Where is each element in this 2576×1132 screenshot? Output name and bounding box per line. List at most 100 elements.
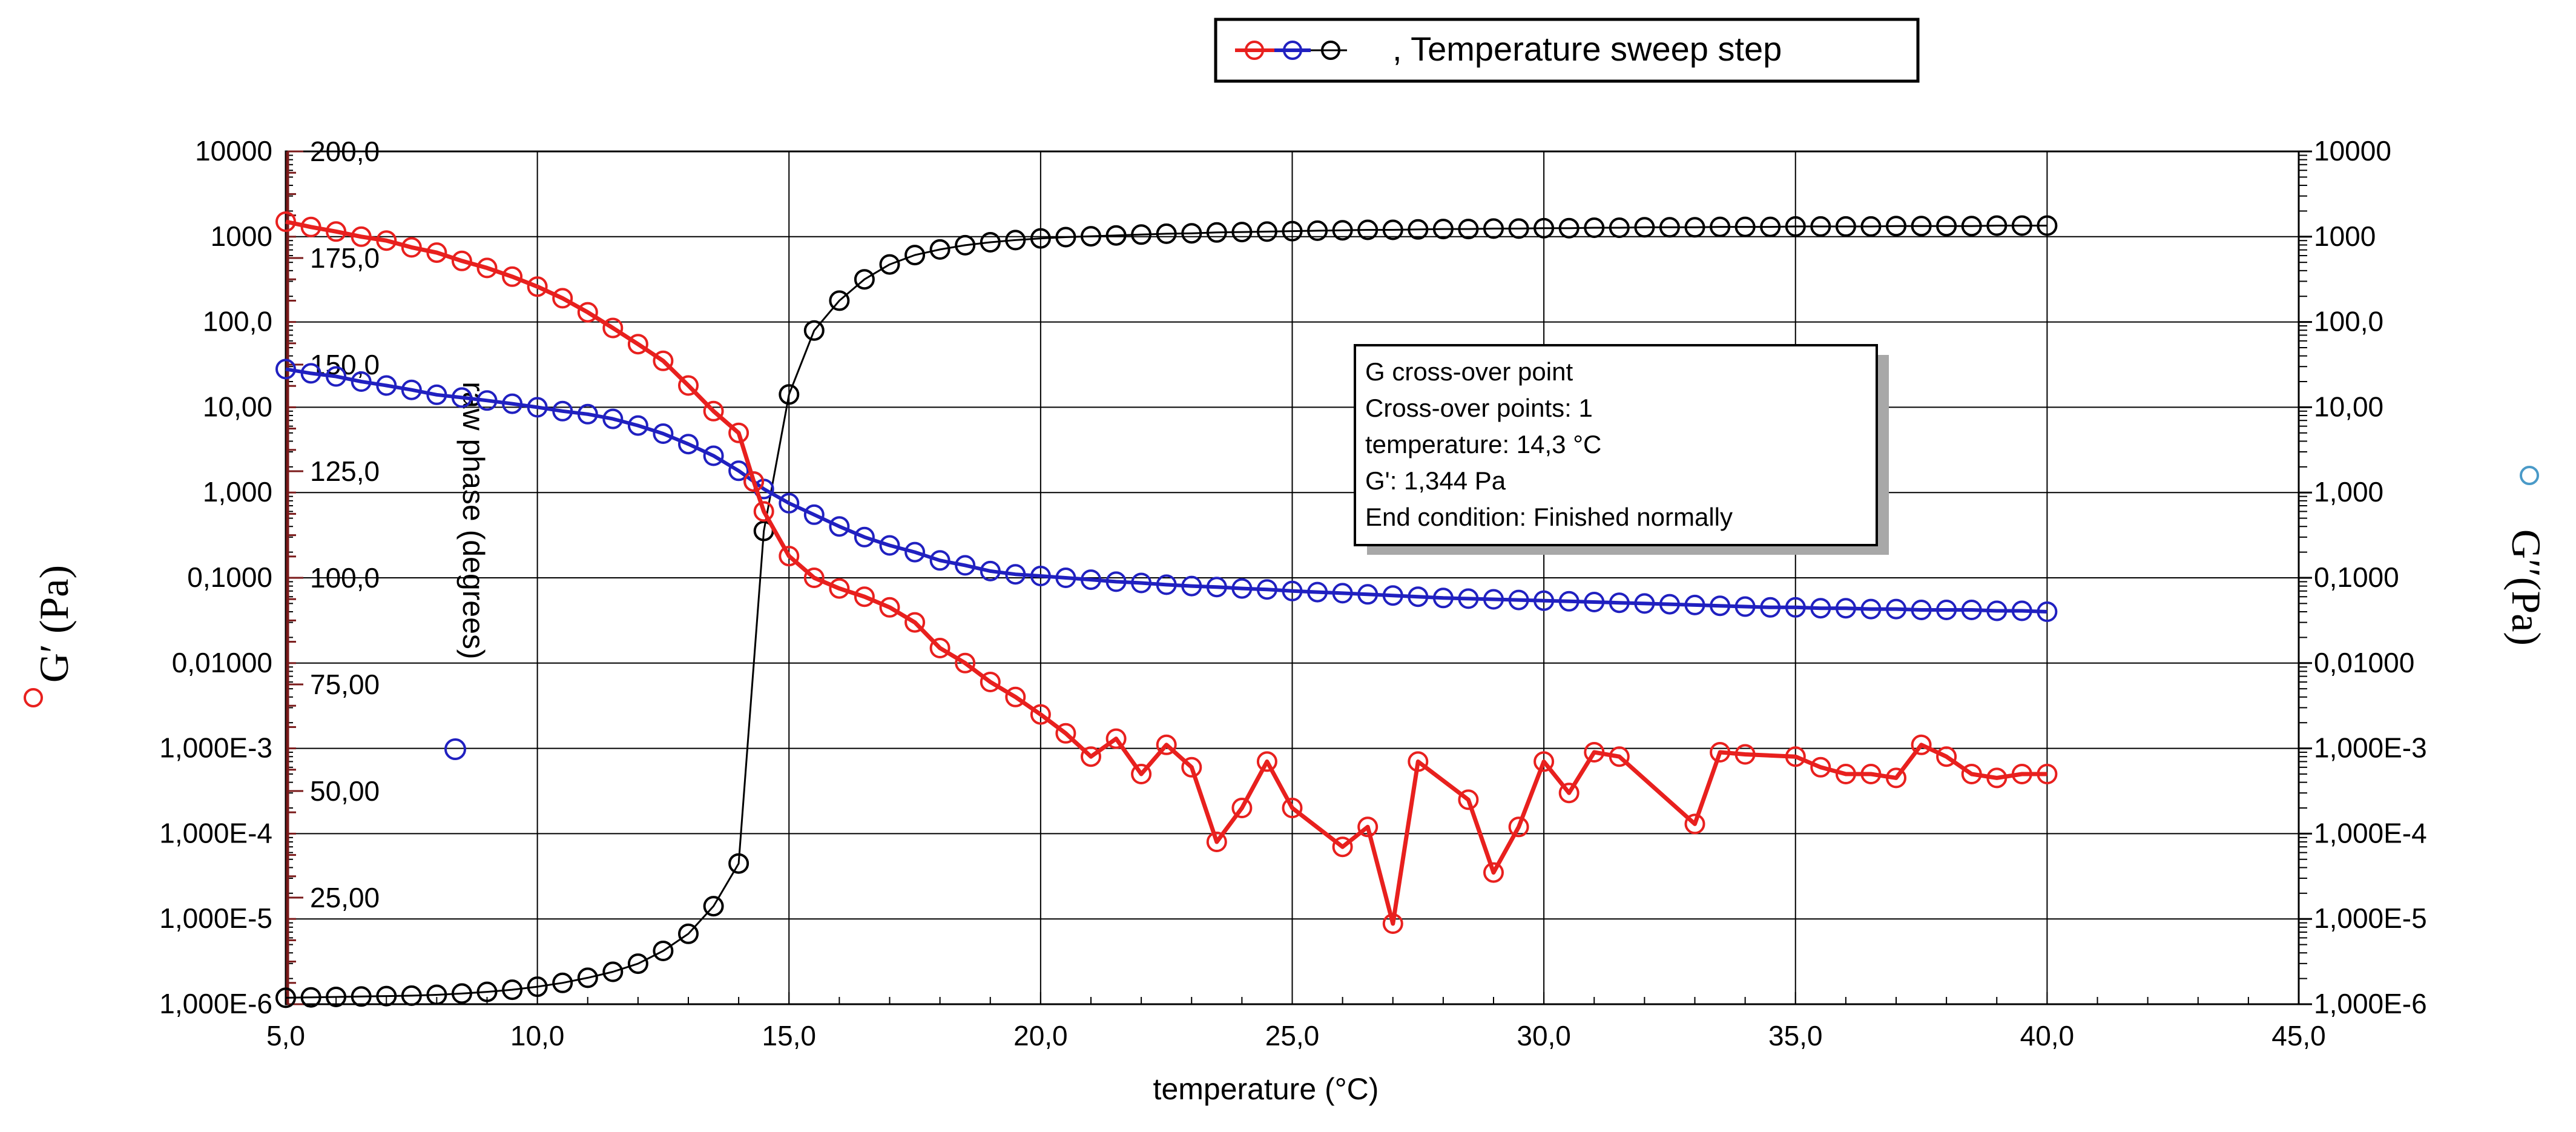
raw-phase-point (1081, 226, 1101, 247)
g-prime-point (1181, 756, 1202, 778)
g-prime-point (2011, 764, 2032, 784)
g-double-prime-point (1785, 597, 1806, 618)
g-prime-point (351, 226, 372, 247)
raw-phase-point (653, 941, 674, 961)
x-tick-label: 30,0 (1517, 1020, 1571, 1051)
left-tick-label: 1,000 (203, 476, 272, 508)
raw-phase-point (451, 983, 472, 1004)
g-double-prime-point (1131, 572, 1152, 594)
left-tick-label: 1,000E-4 (159, 817, 272, 849)
raw-phase-point (1206, 222, 1227, 243)
g-prime-point (502, 266, 523, 287)
g-prime-point (1156, 734, 1177, 755)
x-axis: 5,0 10,0 15,0 20,0 25,0 30,0 35,0 40,0 45,0 (266, 992, 2326, 1051)
raw-phase-point (678, 923, 699, 944)
g-prime-point (1408, 751, 1429, 772)
g-prime-point (1131, 764, 1152, 784)
x-tick-label: 35,0 (1768, 1020, 1823, 1051)
left-tick-label: 10000 (195, 135, 272, 167)
right-tick-label: 1,000E-5 (2314, 902, 2427, 934)
g-prime-line (285, 219, 2047, 926)
series-layer (275, 211, 2058, 1008)
g-prime-point (1508, 816, 1529, 838)
raw-phase-point (527, 976, 548, 998)
g-double-prime-point (1734, 596, 1756, 617)
g-double-prime-point (1432, 588, 1454, 609)
g-double-prime-point (1332, 583, 1353, 604)
raw-phase-point (2011, 215, 2032, 236)
raw-phase-point (1659, 217, 1680, 238)
raw-phase-point (1558, 217, 1580, 239)
left-tick-label: 1000 (211, 220, 272, 252)
raw-phase-point (577, 967, 598, 988)
raw-phase-point (1030, 228, 1051, 249)
g-double-prime-point (829, 516, 850, 537)
g-prime-point (1206, 832, 1227, 852)
raw-phase-point (1961, 216, 1982, 237)
g-double-prime-point (1961, 600, 1982, 620)
g-double-prime-point (1307, 581, 1328, 603)
raw-phase-point (1357, 219, 1379, 240)
g-prime-title-marker (24, 688, 43, 707)
raw-phase-point (829, 290, 850, 311)
g-prime-point (904, 612, 926, 633)
info-line-end-condition: End condition: Finished normally (1365, 503, 1733, 531)
raw-phase-point (602, 961, 624, 982)
g-double-prime-point (1986, 600, 2008, 621)
crossover-info-box: G cross-over point Cross-over points: 1 … (1354, 344, 1889, 555)
g-double-prime-point (502, 393, 523, 414)
raw-phase-point (1432, 219, 1454, 240)
g-prime-point (854, 586, 875, 607)
right-tick-label: 1,000E-3 (2314, 732, 2427, 764)
g-prime-point (275, 211, 296, 232)
g-double-prime-point (1105, 571, 1127, 592)
g-prime-point (1332, 836, 1353, 858)
left-tick-label: 1,000E-3 (159, 732, 272, 764)
g-double-prime-point (1005, 564, 1026, 585)
g-double-prime-series (275, 359, 2058, 622)
g-double-prime-point (803, 504, 825, 525)
g-prime-point (1584, 742, 1605, 763)
raw-phase-point (1810, 216, 1831, 237)
g-prime-point (1558, 783, 1580, 804)
g-prime-point (1810, 756, 1831, 778)
g-prime-series (275, 211, 2058, 934)
g-double-prime-point (904, 541, 926, 563)
g-double-prime-point (929, 550, 950, 571)
legend-g-prime-marker (1245, 41, 1264, 60)
raw-phase-point (1860, 216, 1882, 237)
info-line-temperature: temperature: 14,3 °C (1365, 430, 1601, 458)
raw-phase-point (2037, 215, 2058, 236)
g-double-prime-point (1282, 580, 1303, 601)
g-double-prime-point (1030, 566, 1051, 586)
x-tick-label: 25,0 (1265, 1020, 1320, 1051)
g-double-prime-point (1508, 589, 1529, 611)
g-double-prime-point (351, 371, 372, 392)
g-double-prime-point (1533, 590, 1555, 611)
g-prime-point (1785, 746, 1806, 767)
g-prime-point (1911, 734, 1932, 755)
g-double-prime-point (627, 415, 648, 436)
raw-phase-point (476, 981, 498, 1002)
raw-phase-point (779, 384, 800, 405)
g-double-prime-point (275, 359, 296, 380)
g-double-prime-point (1055, 568, 1076, 588)
g-prime-point (401, 237, 422, 258)
g-prime-point (1105, 728, 1127, 749)
legend: , Temperature sweep step (1214, 18, 1920, 83)
g-prime-point (1734, 744, 1756, 765)
g-double-prime-point (1156, 574, 1177, 595)
g-prime-point (326, 221, 347, 242)
right-tick-label: 1,000E-4 (2314, 817, 2427, 849)
g-double-prime-point (1357, 584, 1379, 605)
raw-phase-point (502, 979, 523, 1001)
raw-phase-point (1734, 216, 1756, 237)
g-double-prime-point (401, 379, 422, 400)
raw-phase-point (904, 245, 926, 266)
phase-title-marker (444, 738, 466, 760)
info-line-g-prime: G': 1,344 Pa (1365, 466, 1506, 495)
g-double-prime-point (1483, 589, 1504, 610)
g-double-prime-point (1584, 592, 1605, 612)
phase-axis-title: raw phase (degrees) (456, 382, 490, 660)
